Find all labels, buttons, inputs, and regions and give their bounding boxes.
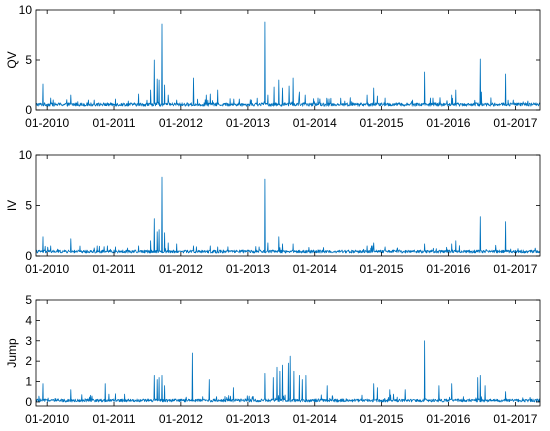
y-tick-label: 10 [19, 3, 33, 17]
plot-frame-1 [35, 9, 541, 111]
y-tick-label: 1 [25, 375, 32, 389]
y-tick-label: 0 [25, 103, 32, 117]
y-tick-label: 5 [25, 53, 32, 67]
x-tick-label: 01-2017 [493, 412, 537, 426]
plot-frame-3 [35, 299, 541, 407]
y-tick-label: 3 [25, 334, 32, 348]
x-tick-label: 01-2012 [159, 116, 203, 130]
y-tick-label: 5 [25, 199, 32, 213]
x-tick-label: 01-2012 [159, 262, 203, 276]
y-tick-label: 0 [25, 395, 32, 409]
panel-2: 0 5 10 01-2010 01-2011 01-2012 01-2013 01-2014 0… [5, 148, 541, 276]
x-tick-label: 01-2017 [493, 262, 537, 276]
panel-1: 0 5 10 01-2010 01-2011 01-2012 01-2013 01-2014 0… [5, 3, 541, 130]
x-tick-label: 01-2010 [25, 412, 69, 426]
x-tick-label: 01-2013 [226, 412, 270, 426]
x-tick-label: 01-2016 [426, 116, 470, 130]
series-line-2 [35, 176, 541, 254]
y-tick-label: 0 [25, 249, 32, 263]
y-tick-label: 10 [19, 148, 33, 162]
x-tick-label: 01-2014 [293, 262, 337, 276]
panel-3: 0 1 2 3 4 5 01-2010 01-2011 01-2012 01-2013 01-201… [5, 293, 541, 426]
x-tick-label: 01-2013 [226, 262, 270, 276]
x-tick-label: 01-2014 [293, 116, 337, 130]
x-tick-label: 01-2010 [25, 262, 69, 276]
series-line-1 [35, 21, 541, 107]
y-tick-label: 2 [25, 354, 32, 368]
y-tick-label: 5 [25, 293, 32, 307]
plot-frame-2 [35, 154, 541, 257]
x-tick-label: 01-2016 [426, 412, 470, 426]
x-tick-label: 01-2012 [159, 412, 203, 426]
x-tick-label: 01-2017 [493, 116, 537, 130]
x-tick-label: 01-2013 [226, 116, 270, 130]
x-tick-label: 01-2015 [360, 116, 404, 130]
x-tick-label: 01-2011 [92, 262, 135, 276]
y-axis-label: QV [5, 51, 19, 68]
x-tick-label: 01-2014 [293, 412, 337, 426]
series-line-3 [35, 340, 541, 403]
x-tick-label: 01-2011 [92, 116, 135, 130]
x-tick-label: 01-2010 [25, 116, 69, 130]
x-tick-label: 01-2016 [426, 262, 470, 276]
y-axis-label: IV [5, 200, 19, 211]
y-axis-label: Jump [5, 338, 19, 368]
x-tick-label: 01-2015 [360, 412, 404, 426]
x-tick-label: 01-2011 [92, 412, 135, 426]
y-tick-label: 4 [25, 313, 32, 327]
x-tick-label: 01-2015 [360, 262, 404, 276]
